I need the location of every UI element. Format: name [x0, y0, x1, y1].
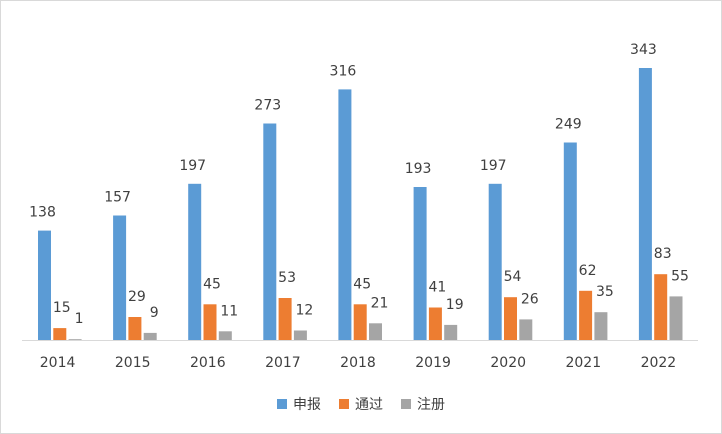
- bar-tongguo-2021: [579, 290, 593, 340]
- data-label: 55: [671, 268, 689, 284]
- data-label: 197: [480, 158, 507, 174]
- x-tick-label: 2016: [190, 355, 226, 371]
- bar-shenbao-2016: [188, 183, 202, 340]
- data-labels-layer: 1381511572991974511273531231645211934119…: [29, 42, 689, 327]
- bar-shenbao-2021: [563, 142, 577, 340]
- bar-shenbao-2020: [488, 183, 502, 340]
- bar-zhuce-2021: [594, 312, 608, 340]
- x-tick-label: 2019: [415, 355, 451, 371]
- x-tick-label: 2020: [490, 355, 526, 371]
- legend-label: 申报: [293, 397, 321, 413]
- data-label: 197: [179, 158, 206, 174]
- bar-zhuce-2018: [369, 323, 382, 340]
- x-tick-label: 2017: [265, 355, 301, 371]
- data-label: 11: [220, 303, 238, 319]
- bar-shenbao-2022: [638, 68, 652, 340]
- bar-tongguo-2016: [203, 304, 217, 340]
- legend: 申报 通过 注册: [0, 394, 722, 414]
- data-label: 45: [353, 276, 371, 292]
- bar-shenbao-2018: [338, 89, 352, 341]
- legend-item: 通过: [339, 394, 383, 414]
- bar-tongguo-2014: [53, 328, 67, 340]
- data-label: 35: [596, 284, 614, 300]
- bar-tongguo-2018: [353, 304, 367, 340]
- bar-tongguo-2017: [278, 298, 292, 340]
- bar-shenbao-2014: [38, 230, 51, 340]
- data-label: 53: [278, 270, 296, 286]
- data-label: 12: [295, 303, 313, 319]
- bar-shenbao-2015: [113, 215, 127, 340]
- data-label: 273: [254, 98, 281, 114]
- legend-swatch: [401, 399, 411, 409]
- legend-item: 申报: [277, 394, 321, 414]
- bar-zhuce-2016: [218, 331, 232, 340]
- data-label: 41: [428, 280, 446, 296]
- bar-tongguo-2019: [428, 307, 442, 340]
- data-label: 83: [654, 246, 672, 262]
- data-label: 1: [75, 311, 84, 327]
- x-tick-label: 2018: [340, 355, 376, 371]
- bar-zhuce-2022: [669, 296, 683, 340]
- data-label: 54: [504, 269, 522, 285]
- bar-zhuce-2019: [444, 324, 458, 340]
- data-label: 316: [330, 63, 357, 79]
- x-tick-label: 2022: [641, 355, 677, 371]
- data-label: 343: [630, 42, 657, 58]
- legend-swatch: [277, 399, 287, 409]
- data-label: 62: [579, 263, 597, 279]
- data-label: 21: [371, 295, 389, 311]
- legend-item: 注册: [401, 394, 445, 414]
- bar-shenbao-2019: [413, 187, 427, 340]
- x-tick-labels: 2014 2015 2016 2017 2018 2019 2020 2021 2022: [40, 355, 676, 371]
- data-label: 29: [128, 289, 146, 305]
- x-tick-label: 2015: [115, 355, 151, 371]
- bar-zhuce-2020: [519, 319, 533, 340]
- data-label: 193: [405, 161, 432, 177]
- bar-zhuce-2015: [143, 332, 157, 340]
- data-label: 138: [29, 205, 56, 221]
- bar-tongguo-2020: [504, 297, 517, 340]
- bar-shenbao-2017: [263, 123, 277, 340]
- bar-tongguo-2015: [128, 317, 142, 340]
- bar-tongguo-2022: [654, 274, 668, 340]
- legend-label: 注册: [417, 397, 445, 413]
- legend-swatch: [339, 399, 349, 409]
- data-label: 15: [53, 300, 71, 316]
- legend-label: 通过: [355, 397, 383, 413]
- data-label: 249: [555, 117, 582, 133]
- data-label: 26: [521, 291, 539, 307]
- data-label: 9: [150, 305, 159, 321]
- bars-layer: [38, 68, 683, 341]
- x-tick-label: 2021: [565, 355, 601, 371]
- bar-zhuce-2014: [68, 339, 82, 341]
- data-label: 45: [203, 276, 221, 292]
- x-tick-label: 2014: [40, 355, 76, 371]
- data-label: 157: [104, 190, 131, 206]
- data-label: 19: [446, 297, 464, 313]
- bar-zhuce-2017: [293, 330, 307, 340]
